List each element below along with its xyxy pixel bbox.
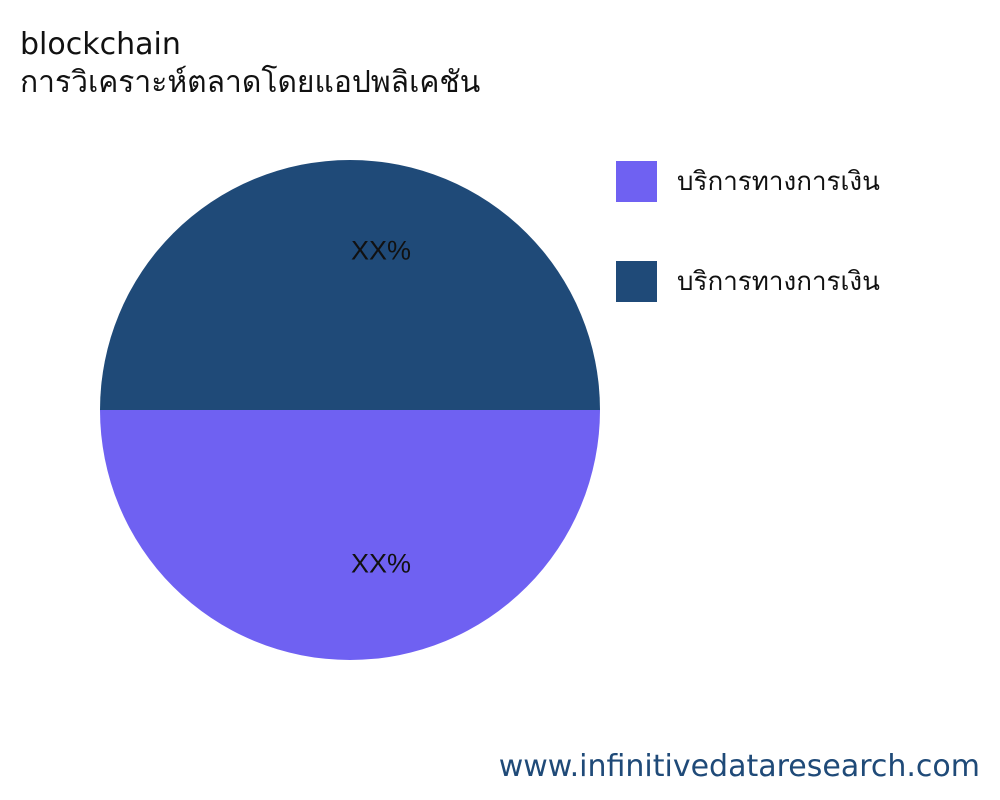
pie-slice-label-2: XX%	[351, 236, 411, 266]
chart-legend: บริการทางการเงิน บริการทางการเงิน	[616, 160, 880, 360]
legend-label-2: บริการทางการเงิน	[677, 266, 880, 297]
pie-slice-1[interactable]	[100, 410, 600, 660]
website-watermark[interactable]: www.infinitivedataresearch.com	[498, 749, 980, 784]
legend-swatch-2	[616, 260, 657, 302]
legend-swatch-1	[616, 160, 657, 202]
pie-slice-2[interactable]	[100, 160, 600, 410]
pie-slice-label-1: XX%	[351, 549, 411, 579]
legend-item[interactable]: บริการทางการเงิน	[616, 160, 880, 202]
legend-label-1: บริการทางการเงิน	[677, 166, 880, 197]
legend-item[interactable]: บริการทางการเงิน	[616, 260, 880, 302]
chart-subtitle: การวิเคราะห์ตลาดโดยแอปพลิเคชัน	[20, 65, 481, 100]
chart-title-block: blockchain การวิเคราะห์ตลาดโดยแอปพลิเคชั…	[20, 26, 480, 102]
chart-title: blockchain	[20, 27, 181, 62]
